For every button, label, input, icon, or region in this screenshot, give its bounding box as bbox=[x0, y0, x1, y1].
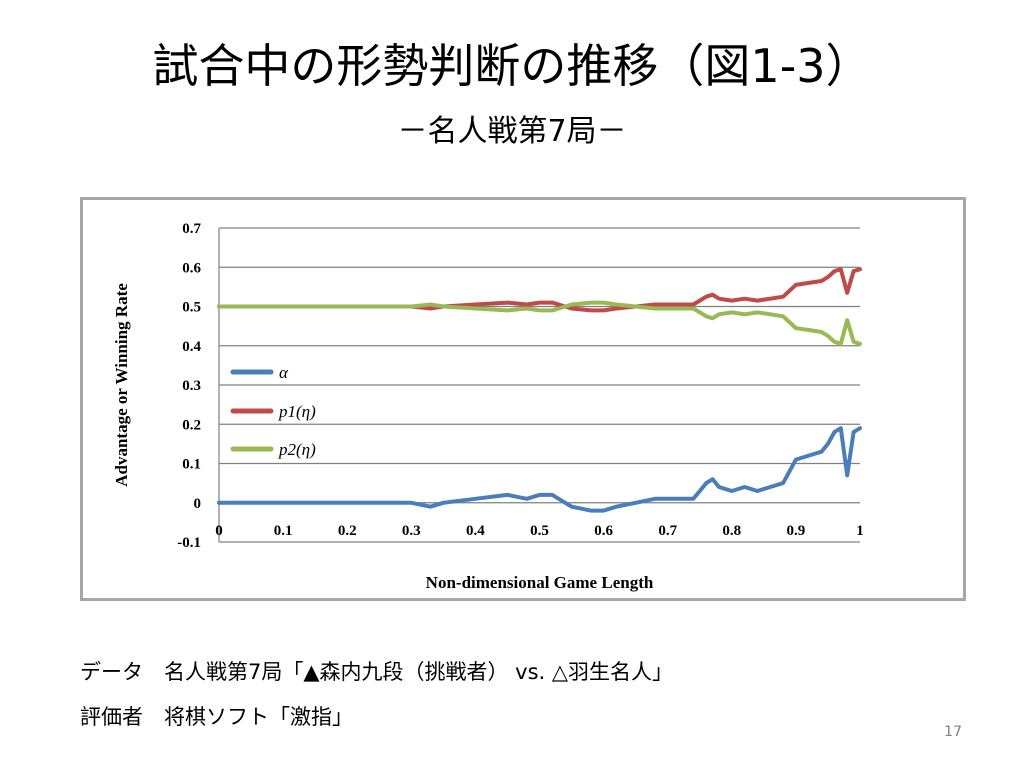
legend-item-p1-label: p1(η) bbox=[278, 402, 316, 421]
chart-frame: -0.1 0 0.1 0.2 0.3 0.4 0.5 0.6 0.7 0 0.1 0.2 0.3 0.4 0… bbox=[80, 197, 966, 601]
x-tick-label-8: 0.8 bbox=[722, 523, 741, 539]
x-tick-label-0: 0 bbox=[215, 523, 223, 539]
x-tick-label-10: 1 bbox=[856, 523, 864, 539]
x-tick-label-3: 0.3 bbox=[402, 523, 421, 539]
slide-title: 試合中の形勢判断の推移（図1-3） bbox=[152, 39, 872, 93]
series-line-p2 bbox=[217, 300, 862, 346]
x-tick-label-7: 0.7 bbox=[658, 523, 677, 539]
x-tick-label-5: 0.5 bbox=[530, 523, 549, 539]
y-tick-label-6: 0.5 bbox=[182, 300, 201, 316]
x-tick-label-4: 0.4 bbox=[466, 523, 485, 539]
page-number: 17 bbox=[944, 724, 962, 740]
y-tick-label-7: 0.6 bbox=[182, 260, 201, 276]
x-tick-label-9: 0.9 bbox=[787, 523, 806, 539]
y-tick-label-3: 0.2 bbox=[182, 417, 201, 433]
y-tick-label-2: 0.1 bbox=[182, 457, 201, 473]
y-axis-title: Advantage or Winning Rate bbox=[112, 283, 131, 487]
x-tick-label-2: 0.2 bbox=[338, 523, 357, 539]
y-tick-label-4: 0.3 bbox=[182, 378, 201, 394]
slide-subtitle: －名人戦第7局－ bbox=[397, 114, 627, 149]
legend-item-p2-label: p2(η) bbox=[278, 440, 316, 459]
y-tick-label-0: -0.1 bbox=[177, 535, 201, 551]
series-line-p1 bbox=[217, 267, 862, 313]
evaluator-caption: 評価者 将棋ソフト「激指」 bbox=[80, 705, 353, 729]
y-tick-label-1: 0 bbox=[194, 496, 202, 512]
x-tick-label-6: 0.6 bbox=[594, 523, 613, 539]
series-line-alpha bbox=[217, 426, 862, 513]
x-axis-title: Non-dimensional Game Length bbox=[426, 573, 654, 592]
x-tick-label-1: 0.1 bbox=[274, 523, 293, 539]
y-tick-label-5: 0.4 bbox=[182, 339, 201, 355]
line-chart: -0.1 0 0.1 0.2 0.3 0.4 0.5 0.6 0.7 0 0.1 0.2 0.3 0.4 0… bbox=[112, 221, 864, 592]
y-tick-label-8: 0.7 bbox=[182, 221, 201, 237]
data-source-caption: データ 名人戦第7局「▲森内九段（挑戦者） vs. △羽生名人」 bbox=[80, 660, 674, 684]
legend-item-alpha-label: α bbox=[279, 363, 289, 382]
